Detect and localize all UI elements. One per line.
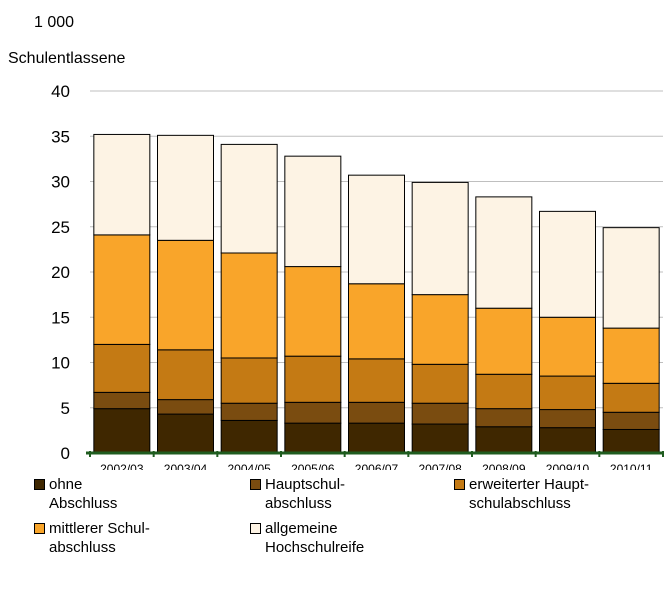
stacked-bar-chart: 0 5 10 15 20 25 30 35 40 2002/03 2003/04 2004/05 200… <box>51 82 664 470</box>
y-tick-label: 25 <box>51 218 70 237</box>
x-tick-label: 2006/07 <box>355 462 399 470</box>
legend-item: erweiterter Haupt- schulabschluss <box>454 475 589 513</box>
bar-segment <box>220 402 278 421</box>
x-tick-label: 2002/03 <box>100 462 144 470</box>
bar-segment <box>284 266 342 357</box>
bar-segment <box>475 408 533 428</box>
legend-label: allgemeine Hochschulreife <box>265 520 365 556</box>
y-tick-label: 35 <box>51 127 70 146</box>
legend-label: ohne Abschluss <box>49 476 118 512</box>
bar-segment <box>475 373 533 410</box>
bar-segment <box>602 411 660 430</box>
bar-segment <box>157 349 214 401</box>
bar-segment <box>539 375 596 411</box>
legend-label: Hauptschul- abschluss <box>265 476 346 512</box>
legend-swatch <box>250 479 261 490</box>
bar-segment <box>93 343 151 393</box>
x-tick-label: 2010/11 <box>610 462 653 470</box>
bar-segment <box>348 358 405 403</box>
legend-item: Hauptschul- abschluss <box>250 475 345 513</box>
bar-segment <box>284 401 342 424</box>
legend-label: erweiterter Haupt- schulabschluss <box>469 476 590 512</box>
bar-segment <box>475 196 533 309</box>
chart-legend: ohne Abschluss Hauptschul- abschluss erwei… <box>34 475 664 590</box>
bar-segment <box>157 239 214 351</box>
bar-segment <box>348 401 405 424</box>
bar-segment <box>602 428 660 454</box>
bar-segment <box>411 363 469 404</box>
bar-segment <box>220 419 278 454</box>
bar-segment <box>411 402 469 425</box>
x-tick-label: 2004/05 <box>227 462 271 470</box>
y-tick-label: 20 <box>51 263 70 282</box>
legend-item: ohne Abschluss <box>34 475 117 513</box>
y-tick-label: 40 <box>51 82 70 101</box>
bar-segment <box>348 174 405 285</box>
bar-segment <box>475 307 533 375</box>
x-tick-label: 2008/09 <box>482 462 526 470</box>
bar-segment <box>411 423 469 454</box>
bar-segment <box>348 283 405 360</box>
bar-segment <box>220 252 278 359</box>
legend-item: mittlerer Schul- abschluss <box>34 519 150 557</box>
bar-segment <box>93 391 151 410</box>
bar-segment <box>539 427 596 454</box>
bar-segment <box>284 355 342 403</box>
bar-segment <box>602 227 660 329</box>
bar-segment <box>602 327 660 384</box>
bar-segment <box>93 133 151 236</box>
y-tick-label: 0 <box>61 444 70 463</box>
legend-swatch <box>34 523 45 534</box>
bar-segment <box>93 234 151 345</box>
bar-segment <box>157 399 214 415</box>
x-tick-label: 2007/08 <box>418 462 462 470</box>
bar-segment <box>348 422 405 454</box>
bar-segment <box>539 409 596 429</box>
unit-label-scale: 1 000 <box>34 14 75 31</box>
bar-segment <box>157 134 214 241</box>
bar-segment <box>220 357 278 404</box>
bar-segment <box>539 316 596 377</box>
legend-item: allgemeine Hochschulreife <box>250 519 364 557</box>
x-tick-label: 2009/10 <box>546 462 590 470</box>
bar-segment <box>157 413 214 454</box>
y-tick-label: 10 <box>51 354 70 373</box>
x-tick-label: 2003/04 <box>164 462 208 470</box>
bar-segment <box>411 294 469 365</box>
legend-label: mittlerer Schul- abschluss <box>49 520 150 556</box>
bar-segment <box>539 210 596 318</box>
legend-swatch <box>454 479 465 490</box>
x-tick-label: 2005/06 <box>291 462 335 470</box>
y-tick-label: 30 <box>51 173 70 192</box>
bar-segment <box>284 422 342 454</box>
bar-segment <box>602 382 660 413</box>
unit-label-schulentlassene: Schulentlassene <box>8 50 126 67</box>
legend-swatch <box>250 523 261 534</box>
bar-segment <box>475 426 533 454</box>
bar-segment <box>284 155 342 268</box>
legend-swatch <box>34 479 45 490</box>
y-tick-label: 15 <box>51 308 70 327</box>
y-tick-label: 5 <box>61 399 70 418</box>
bar-segment <box>220 143 278 254</box>
bar-segment <box>93 408 151 454</box>
bar-segment <box>411 181 469 296</box>
